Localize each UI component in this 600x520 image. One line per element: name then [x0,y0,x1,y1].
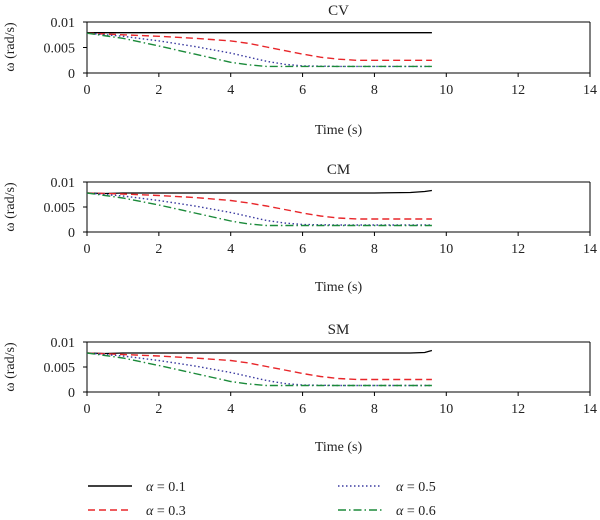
y-axis-label: ω (rad/s) [3,342,18,392]
series-line-0.3 [86,32,432,61]
y-tick-label: 0 [68,67,75,82]
series-line-0.6 [86,192,432,227]
x-tick-label: 2 [155,402,162,417]
series-line-0.5 [86,352,432,387]
y-axis-label: ω (rad/s) [3,182,18,232]
x-tick-label: 14 [583,242,597,257]
series-line-0.5 [86,192,432,226]
chart-cm: CM 0 2 4 6 8 10 12 14 0 0.005 0.01 Time (s) ω (rad/s) [3,162,597,295]
y-tick-label: 0 [68,226,75,241]
series-line-0.6 [86,352,432,387]
x-axis-label: Time (s) [315,440,363,455]
x-tick-label: 6 [299,83,306,98]
x-tick-label: 14 [583,83,597,98]
series-line-0.1 [86,349,433,355]
series-line-0.3 [86,192,432,220]
y-tick-label: 0.01 [51,336,76,351]
x-tick-label: 8 [371,402,378,417]
x-tick-label: 10 [439,83,453,98]
x-tick-label: 4 [227,402,234,417]
x-tick-label: 12 [511,402,525,417]
legend: α = 0.1 α = 0.5 α = 0.3 α = 0.6 [88,480,436,519]
x-tick-label: 0 [84,242,91,257]
x-tick-label: 6 [299,402,306,417]
x-tick-label: 4 [227,83,234,98]
legend-label: α = 0.1 [146,480,186,495]
x-tick-label: 10 [439,402,453,417]
y-tick-label: 0.005 [44,201,76,216]
x-tick-label: 4 [227,242,234,257]
chart-sm: SM 0 2 4 6 8 10 12 14 0 0.005 0.01 Time (s) ω (rad/s) [3,322,597,455]
x-tick-label: 8 [371,242,378,257]
y-tick-label: 0.005 [44,361,76,376]
x-tick-label: 0 [84,83,91,98]
legend-label: α = 0.6 [396,504,436,519]
x-tick-label: 8 [371,83,378,98]
x-tick-label: 10 [439,242,453,257]
chart-title: CM [327,162,350,178]
x-tick-label: 6 [299,242,306,257]
y-tick-label: 0.01 [51,16,76,31]
chart-cv: CV 0 2 4 6 8 10 12 14 0 0.005 0.01 Time (s) ω (rad/s) [3,3,597,138]
x-tick-label: 12 [511,83,525,98]
chart-title: SM [328,322,350,338]
series-line-0.5 [86,32,432,68]
x-tick-label: 2 [155,83,162,98]
y-tick-label: 0.01 [51,176,76,191]
x-axis-label: Time (s) [315,123,363,138]
legend-label: α = 0.5 [396,480,436,495]
y-tick-label: 0 [68,386,75,401]
y-axis-label: ω (rad/s) [3,22,18,72]
chart-title: CV [328,3,349,19]
series-line-0.6 [86,32,432,68]
x-tick-label: 12 [511,242,525,257]
legend-label: α = 0.3 [146,504,186,519]
series-line-0.1 [86,189,432,195]
x-axis-label: Time (s) [315,280,363,295]
chart-panels: CV 0 2 4 6 8 10 12 14 0 0.005 0.01 Time (s) ω (rad/s)… [3,3,597,455]
x-tick-label: 14 [583,402,597,417]
series-line-0.3 [86,352,432,381]
x-tick-label: 0 [84,402,91,417]
x-tick-label: 2 [155,242,162,257]
y-tick-label: 0.005 [44,42,76,57]
